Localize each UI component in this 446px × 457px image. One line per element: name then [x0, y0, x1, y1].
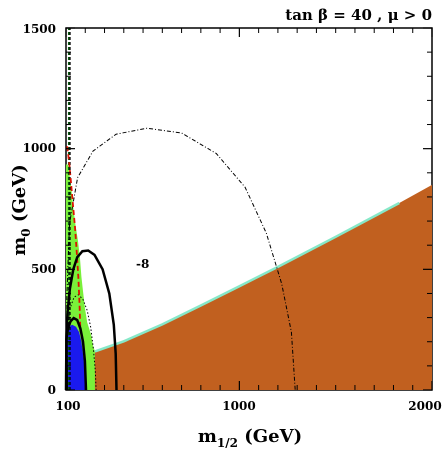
x-axis-title: m1/2 (GeV) — [198, 426, 302, 450]
blue-region — [66, 324, 87, 390]
y-axis-title-unit: (GeV) — [9, 164, 30, 228]
dotted-contour — [65, 294, 97, 391]
y-axis-title-sub: 0 — [19, 228, 33, 236]
y-tick-label-0: 0 — [48, 383, 56, 397]
y-axis-title: m0 (GeV) — [9, 164, 33, 256]
x-axis-title-main: m — [198, 426, 217, 447]
x-tick-label-2000: 2000 — [408, 399, 441, 413]
stau-lsp-region — [66, 184, 432, 390]
line-layer — [64, 28, 296, 391]
solid-contour-outer — [65, 249, 118, 391]
x-tick-label-1000: 1000 — [222, 399, 255, 413]
x-tick-label-100: 100 — [55, 399, 80, 413]
region-layer — [66, 164, 432, 390]
red-dashed-line — [66, 146, 82, 333]
y-tick-label-1000: 1000 — [23, 141, 56, 155]
y-axis-title-main: m — [9, 237, 30, 256]
plot-title: tan β = 40 , μ > 0 — [285, 6, 432, 24]
tick-layer — [65, 27, 433, 391]
solid-contour-inner — [64, 316, 88, 391]
y-tick-label-500: 500 — [31, 262, 56, 276]
y-tick-label-1500: 1500 — [23, 22, 56, 36]
x-axis-title-unit: (GeV) — [238, 426, 302, 447]
cosmology-band — [94, 201, 400, 353]
x-axis-title-sub: 1/2 — [217, 436, 238, 450]
dash-dot-contour — [66, 127, 296, 391]
contour-label: -8 — [136, 257, 149, 271]
